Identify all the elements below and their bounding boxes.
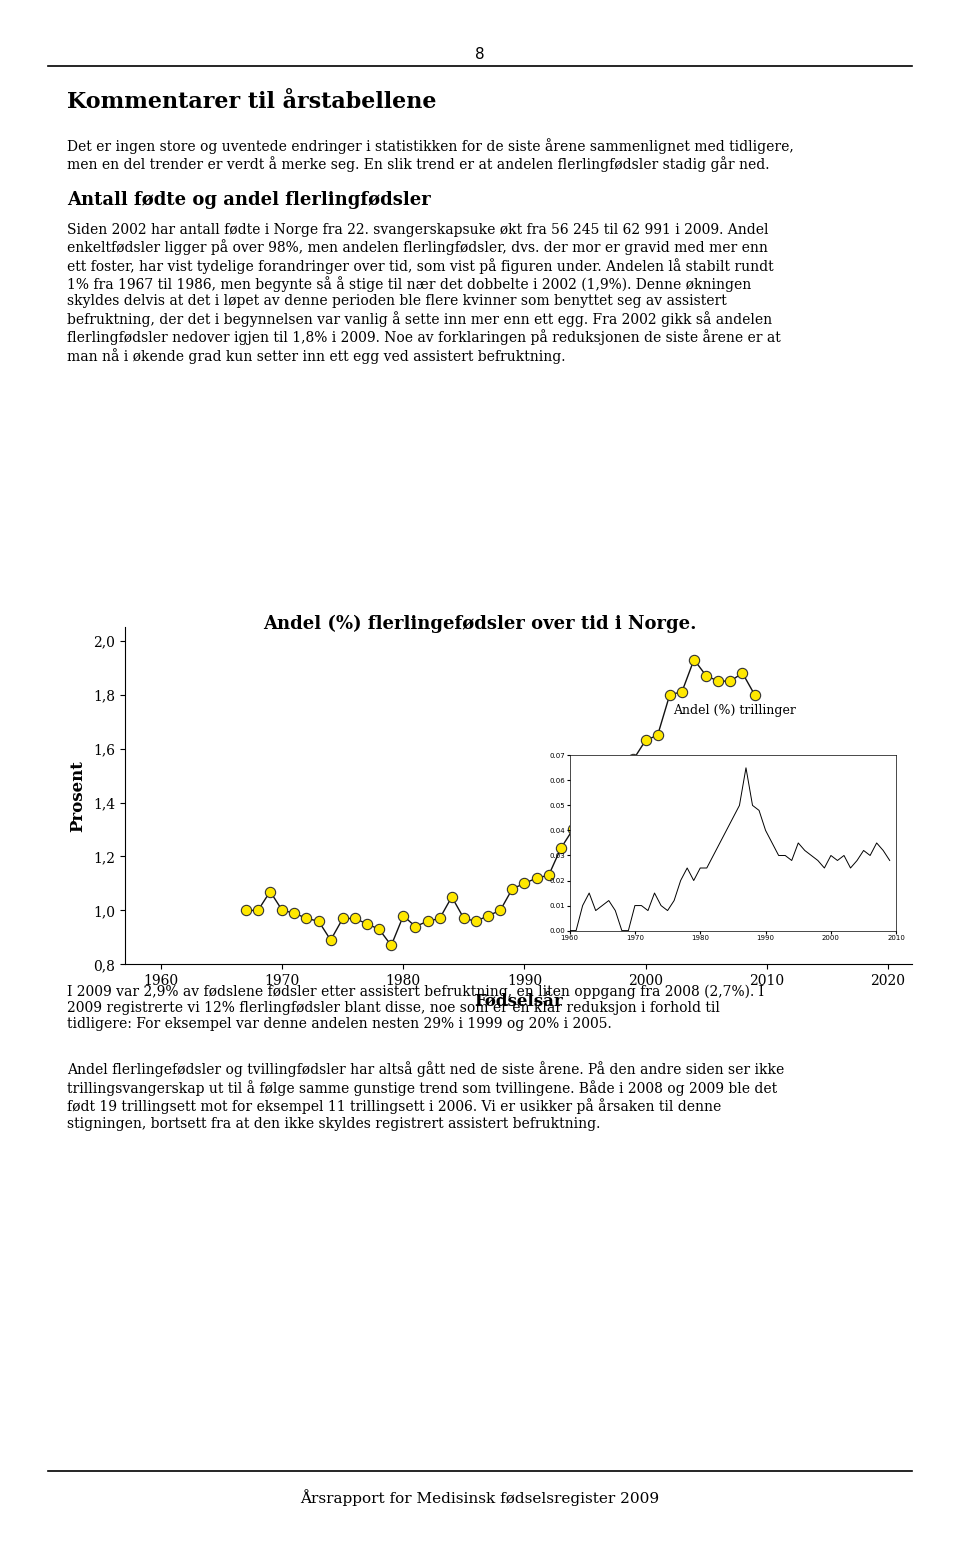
Text: Andel (%) flerlingefødsler over tid i Norge.: Andel (%) flerlingefødsler over tid i No… [263, 615, 697, 633]
Text: Andel (%) trillinger: Andel (%) trillinger [674, 704, 796, 717]
Point [359, 911, 374, 936]
Point [262, 880, 277, 905]
Text: Det er ingen store og uventede endringer i statistikken for de siste årene samme: Det er ingen store og uventede endringer… [67, 138, 794, 172]
Point [565, 817, 581, 842]
Point [456, 906, 471, 931]
X-axis label: Fødselsår: Fødselsår [474, 994, 563, 1011]
Point [432, 906, 447, 931]
Point [674, 679, 689, 704]
Point [650, 723, 665, 748]
Point [408, 914, 423, 939]
Point [348, 906, 363, 931]
Point [710, 668, 726, 693]
Point [335, 906, 350, 931]
Point [637, 728, 653, 753]
Point [444, 884, 460, 909]
Point [699, 663, 714, 688]
Point [686, 648, 702, 673]
Point [747, 682, 762, 707]
Point [626, 746, 641, 771]
Point [516, 870, 532, 895]
Text: Årsrapport for Medisinsk fødselsregister 2009: Årsrapport for Medisinsk fødselsregister… [300, 1490, 660, 1507]
Point [492, 898, 508, 924]
Text: Kommentarer til årstabellene: Kommentarer til årstabellene [67, 91, 437, 113]
Point [372, 917, 387, 942]
Text: Antall fødte og andel flerlingfødsler: Antall fødte og andel flerlingfødsler [67, 191, 431, 209]
Y-axis label: Prosent: Prosent [69, 760, 86, 831]
Point [541, 862, 557, 887]
Point [287, 900, 302, 925]
Point [299, 906, 314, 931]
Point [577, 817, 592, 842]
Point [238, 898, 253, 924]
Point [275, 898, 290, 924]
Point [480, 903, 495, 928]
Point [505, 877, 520, 902]
Point [602, 779, 617, 804]
Point [589, 795, 605, 820]
Point [529, 866, 544, 891]
Point [723, 668, 738, 693]
Point [613, 764, 629, 789]
Point [311, 908, 326, 933]
Point [553, 836, 568, 861]
Point [251, 898, 266, 924]
Point [323, 928, 338, 953]
Point [396, 903, 411, 928]
Point [384, 933, 399, 958]
Text: Andel flerlingefødsler og tvillingfødsler har altså gått ned de siste årene. På : Andel flerlingefødsler og tvillingfødsle… [67, 1062, 784, 1131]
Point [734, 660, 750, 685]
Point [420, 908, 435, 933]
Point [662, 682, 678, 707]
Text: I 2009 var 2,9% av fødslene fødsler etter assistert befruktning, en liten oppgan: I 2009 var 2,9% av fødslene fødsler ette… [67, 985, 764, 1032]
Point [468, 908, 484, 933]
Text: 8: 8 [475, 47, 485, 63]
Text: Siden 2002 har antall fødte i Norge fra 22. svangerskapsuke økt fra 56 245 til 6: Siden 2002 har antall fødte i Norge fra … [67, 223, 780, 364]
